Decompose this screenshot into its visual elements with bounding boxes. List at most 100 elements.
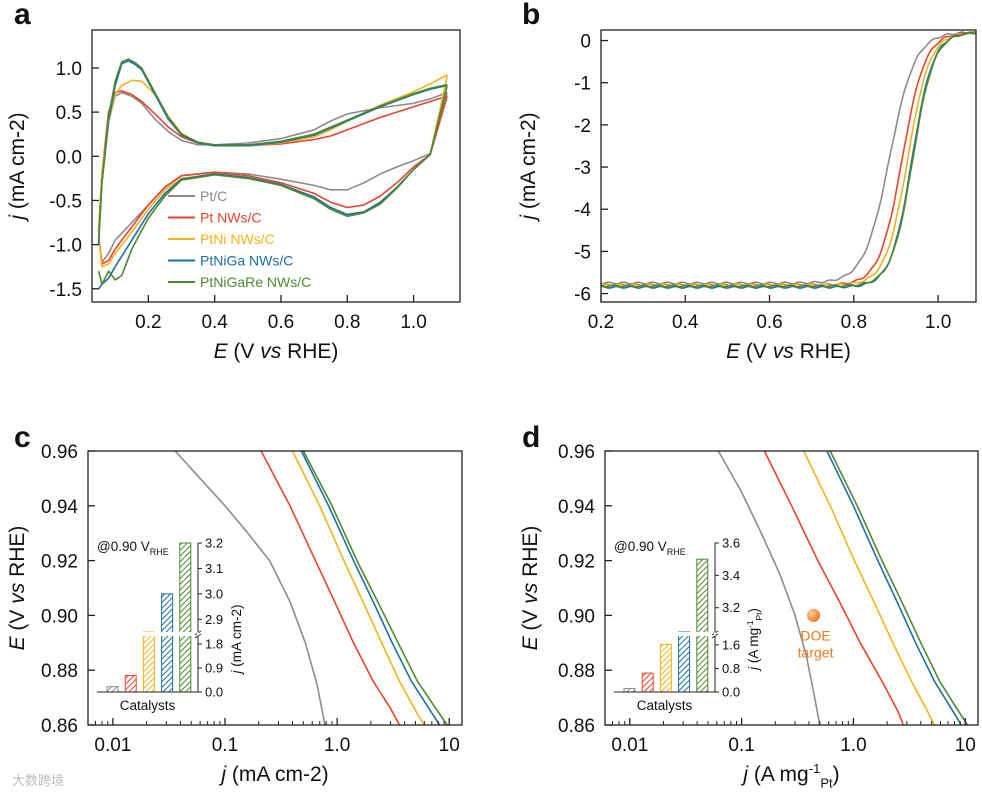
axis-unit: (V — [740, 340, 773, 363]
inset-condition-main: @0.90 V — [614, 539, 667, 554]
panel-b: b 0.2 0.4 0.6 0.8 1.0 0 -1 -2 -3 -4 -5 -6 E (V vs RHE… — [517, 0, 977, 363]
doe-label: DOE — [800, 627, 830, 643]
series-line-pt-nws-c — [763, 451, 905, 725]
inset-tick-label: 3.2 — [722, 600, 740, 615]
inset-y-title-group: j (A mg-1Pt) — [745, 608, 764, 672]
series-group — [717, 451, 969, 725]
inset-tick-label: 0.9 — [205, 661, 223, 676]
y-tick-label: 0.86 — [558, 716, 595, 737]
inset-condition-subscript: RHE — [150, 547, 169, 557]
series-line-ptni-nws-c — [601, 31, 976, 287]
series-line-ptniga-nws-c — [826, 451, 962, 725]
series-line-ptniga-nws-c — [300, 451, 441, 725]
y-axis-title-group: E (V vs RHE) — [6, 526, 29, 651]
inset-condition-main: @0.90 V — [97, 539, 150, 554]
inset-y-title: j (mA cm-2) — [229, 605, 244, 676]
series-line-ptnigare-nws-c — [97, 58, 448, 286]
inset-tick-label: 2.9 — [205, 612, 223, 627]
axis-variable: E — [214, 340, 229, 363]
y-tick-label: -1.5 — [49, 280, 82, 301]
series-line-pt-nws-c — [97, 90, 448, 265]
series-line-ptnigare-nws-c — [302, 451, 448, 725]
panel-letter: b — [522, 0, 540, 31]
inset-bar — [659, 643, 672, 693]
panel-a: a 0.2 0.4 0.6 0.8 1.0 1.0 0.5 0.0 -0.5 -1.0 -1.5 E (… — [6, 0, 461, 363]
inset-tick-label: 0.8 — [722, 661, 740, 676]
axis-break-gap — [197, 632, 199, 636]
x-tick-label: 0.6 — [756, 312, 782, 333]
inset-tick-label: 1.8 — [205, 637, 223, 652]
axis-unit-subscript: Pt — [820, 775, 833, 790]
x-axis-title: j (A mg-1Pt) — [740, 761, 839, 790]
y-tick-label: 0.96 — [41, 442, 78, 463]
inset-tick-label: 3.4 — [722, 568, 740, 583]
y-tick-label: 0.90 — [41, 606, 78, 627]
inset-y-title-group: j (mA cm-2) — [229, 605, 244, 676]
axis-break-band — [101, 632, 200, 636]
x-tick-label: 0.01 — [611, 735, 648, 756]
y-tick-label: 0.5 — [56, 103, 82, 124]
axis-variable: j — [746, 666, 761, 672]
inset-condition-label: @0.90 VRHE — [97, 539, 169, 557]
inset-tick-label: 3.1 — [205, 561, 223, 576]
inset-condition-label: @0.90 VRHE — [614, 539, 686, 557]
series-line-pt-c — [174, 451, 326, 725]
y-tick-label: 0.92 — [41, 552, 78, 573]
y-tick-label: -4 — [574, 200, 591, 221]
y-axis-title: j (mA cm-2) — [6, 112, 29, 222]
x-axis-title: j (mA cm-2) — [218, 763, 328, 786]
axis-unit: RHE) — [6, 526, 29, 583]
x-tick-label: 0.1 — [728, 735, 754, 756]
y-tick-label: 1.0 — [56, 59, 82, 80]
axis-variable: j — [740, 763, 749, 786]
inset-y-title: j (A mg-1Pt) — [745, 608, 764, 672]
series-group — [97, 58, 448, 290]
y-tick-label: 0.88 — [558, 661, 595, 682]
x-tick-label: 1.0 — [400, 312, 426, 333]
axis-break-gap — [714, 632, 716, 636]
y-axis-title-group: E (V vs RHE) — [519, 526, 542, 651]
axis-variable: j — [6, 214, 29, 223]
x-axis-title: E (V vs RHE) — [726, 340, 851, 363]
axis-unit: (V — [6, 604, 29, 637]
inset-tick-label: 0.0 — [722, 685, 740, 700]
x-tick-label: 0.8 — [334, 312, 360, 333]
axis-unit-exponent: -1 — [809, 761, 821, 776]
x-tick-label: 0.8 — [841, 312, 867, 333]
x-tick-label: 1.0 — [840, 735, 866, 756]
y-tick-label: 0.92 — [558, 552, 595, 573]
x-tick-label: 10 — [439, 735, 460, 756]
inset-x-label: Catalysts — [120, 698, 176, 713]
inset-bar — [641, 672, 654, 693]
axis-unit-vs: vs — [260, 340, 282, 363]
x-tick-label: 1.0 — [324, 735, 350, 756]
series-line-pt-c — [601, 30, 976, 285]
y-tick-label: 0.94 — [558, 497, 595, 518]
y-axis-title-group: j (mA cm-2) — [517, 112, 540, 222]
y-tick-label: 0.94 — [41, 497, 78, 518]
watermark: 大数跨境 — [12, 773, 64, 788]
series-line-pt-nws-c — [601, 31, 976, 287]
axis-unit: (mA cm-2) — [6, 112, 29, 215]
y-tick-label: 0.0 — [56, 147, 82, 168]
y-tick-label: -6 — [574, 285, 591, 306]
axis-variable: E — [726, 340, 741, 363]
inset-condition-subscript: RHE — [667, 547, 686, 557]
x-tick-label: 0.4 — [201, 312, 228, 333]
x-tick-label: 0.2 — [588, 312, 614, 333]
series-line-ptni-nws-c — [291, 451, 426, 725]
series-group — [174, 451, 448, 725]
x-tick-label: 0.01 — [94, 735, 131, 756]
y-axis-title: E (V vs RHE) — [6, 526, 29, 651]
plot-frame — [600, 29, 977, 303]
axis-break-mark — [194, 633, 202, 639]
y-axis-title: j (mA cm-2) — [517, 112, 540, 222]
axis-variable: E — [519, 635, 542, 650]
axis-unit: (mA cm-2) — [229, 605, 244, 671]
series-line-ptni-nws-c — [803, 451, 936, 725]
inset-bar — [106, 686, 119, 693]
series-line-pt-nws-c — [260, 451, 401, 725]
doe-label: target — [798, 644, 834, 660]
y-tick-label: -1 — [574, 74, 591, 95]
